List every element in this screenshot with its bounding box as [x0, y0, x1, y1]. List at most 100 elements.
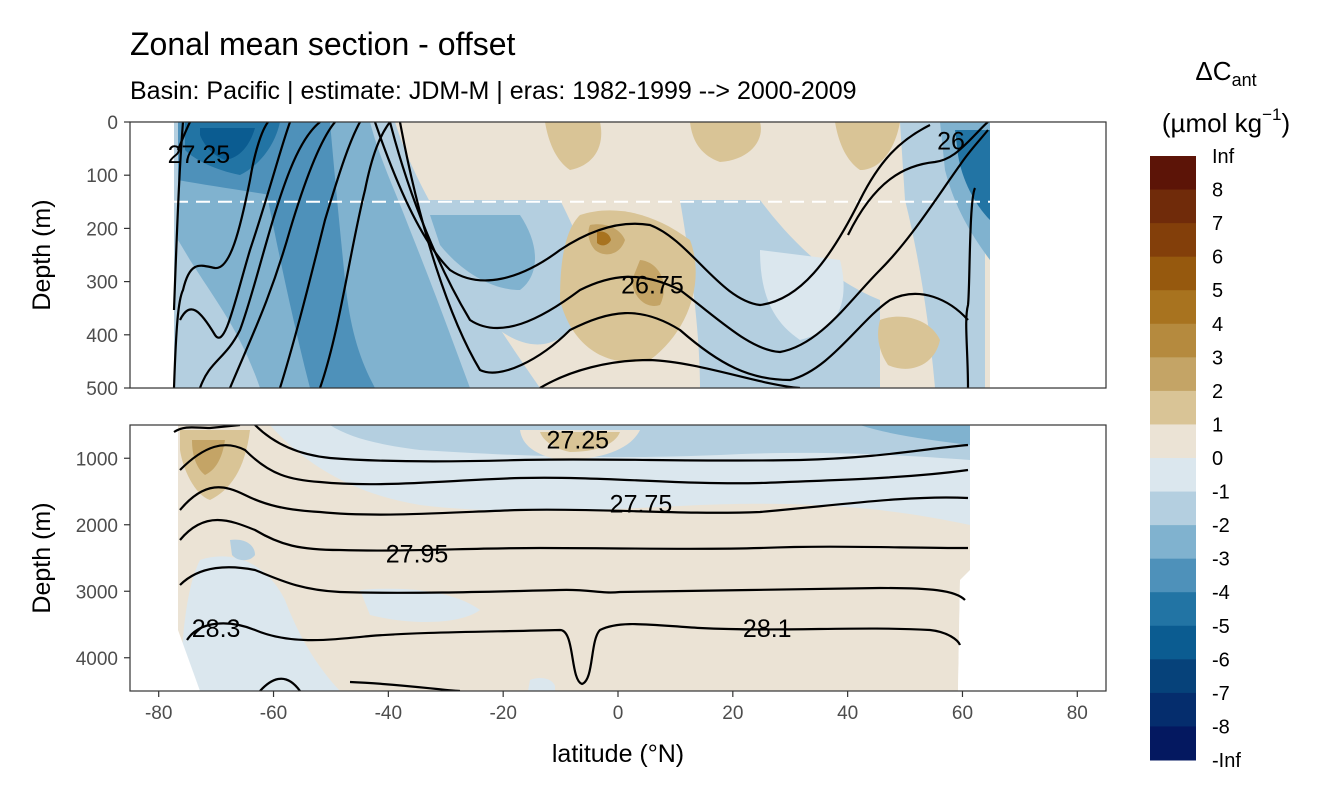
no-data — [990, 122, 1106, 388]
no-data — [958, 425, 1106, 691]
y-tick-label: 1000 — [76, 449, 118, 470]
field-region — [597, 231, 611, 246]
isopycnal-contour — [179, 122, 292, 339]
isopycnal-contour — [318, 122, 391, 388]
isopycnal-contour — [373, 122, 931, 307]
isopycnal-contour — [254, 425, 969, 463]
x-tick-label: 80 — [1067, 703, 1088, 724]
lower-contours — [173, 425, 969, 691]
y-axis-label-lower: Depth (m) — [28, 502, 56, 613]
legend-swatch — [1150, 189, 1196, 224]
legend-swatch — [1150, 726, 1196, 761]
legend-label: -3 — [1212, 549, 1230, 571]
isopycnal-contour — [172, 122, 269, 388]
legend-label: -6 — [1212, 649, 1230, 671]
field-region — [260, 122, 375, 388]
legend-swatch — [1150, 625, 1196, 660]
y-tick-label: 200 — [86, 219, 118, 240]
contour-label: 26.75 — [621, 271, 684, 299]
contour-label: 27.25 — [168, 141, 231, 169]
upper-contours — [172, 122, 989, 388]
legend-label: 5 — [1212, 280, 1223, 302]
legend-label: -8 — [1212, 716, 1230, 738]
x-tick-label: -60 — [260, 703, 287, 724]
isopycnal-contour — [259, 677, 301, 691]
legend-label-bottom: -Inf — [1212, 750, 1241, 772]
legend-unit: (µmol kg−1) — [1162, 105, 1290, 138]
isopycnal-contour — [179, 566, 966, 601]
y-tick-label: 400 — [86, 326, 118, 347]
no-data — [178, 630, 200, 691]
field-region — [200, 128, 255, 160]
field-region — [182, 556, 340, 691]
legend-swatch — [1150, 256, 1196, 291]
isopycnal-contour — [278, 122, 361, 388]
contour-label: 27.25 — [547, 427, 610, 455]
y-tick-label: 4000 — [76, 649, 118, 670]
field-region — [860, 425, 970, 445]
lower-y-axis: 1000 2000 3000 4000 — [76, 449, 130, 670]
isopycnal-contour — [198, 122, 321, 388]
legend-swatch — [1150, 558, 1196, 593]
x-tick-label: 20 — [722, 703, 743, 724]
legend-label: 4 — [1212, 314, 1223, 336]
y-tick-label: 100 — [86, 166, 118, 187]
legend-label: 2 — [1212, 381, 1223, 403]
legend-label: 7 — [1212, 213, 1223, 235]
no-data — [130, 122, 174, 388]
legend-label: 0 — [1212, 448, 1223, 470]
isopycnal-contour — [388, 122, 989, 354]
x-tick-label: -40 — [375, 703, 402, 724]
field-region — [230, 539, 255, 561]
field-region — [835, 122, 900, 170]
upper-panel: 0 100 200 300 400 500 27.25 26.75 26 — [86, 113, 1107, 400]
isopycnal-contour — [173, 425, 241, 433]
legend-swatch — [1150, 692, 1196, 727]
isopycnal-contour — [172, 122, 185, 311]
isopycnal-contour — [539, 358, 801, 388]
isopycnal-contour — [176, 122, 191, 151]
lower-panel: 1000 2000 3000 4000 27.25 27.75 27.95 28.3 28.1 — [76, 424, 1107, 692]
legend-swatch — [1150, 525, 1196, 560]
field-region — [360, 588, 480, 622]
field-region — [545, 122, 602, 170]
lower-contour-labels: 27.25 27.75 27.95 28.3 28.1 — [192, 427, 792, 643]
legend-label: Inf — [1212, 146, 1235, 168]
field-region — [430, 215, 535, 290]
chart-subtitle: Basin: Pacific | estimate: JDM-M | eras:… — [130, 77, 857, 105]
x-axis: -80 -60 -40 -20 0 20 40 60 80 — [145, 691, 1088, 724]
isopycnal-contour — [186, 622, 962, 686]
isopycnal-contour — [965, 187, 977, 388]
no-data — [130, 425, 178, 691]
chart-title: Zonal mean section - offset — [130, 26, 516, 62]
contour-label: 28.1 — [743, 615, 792, 643]
field-region — [690, 122, 761, 162]
legend-swatch — [1150, 290, 1196, 325]
x-tick-label: 60 — [952, 703, 973, 724]
isopycnal-contour — [179, 444, 969, 486]
upper-contour-labels: 27.25 26.75 26 — [168, 128, 965, 300]
legend-swatch — [1150, 458, 1196, 493]
field-region — [192, 440, 225, 475]
field-region — [540, 432, 620, 452]
y-tick-label: 500 — [86, 379, 118, 400]
legend-label: 6 — [1212, 247, 1223, 269]
field-region — [528, 678, 555, 691]
field-region — [955, 130, 990, 220]
x-tick-label: 40 — [837, 703, 858, 724]
legend-swatch — [1150, 424, 1196, 459]
upper-y-axis: 0 100 200 300 400 500 — [86, 113, 130, 400]
legend-swatch — [1150, 323, 1196, 358]
x-tick-label: -80 — [145, 703, 172, 724]
legend-colorbar: Inf 8 7 6 5 4 3 2 1 0 -1 -2 -3 -4 -5 -6 -7 -8 — [1150, 146, 1235, 761]
field-region — [632, 260, 664, 306]
legend-swatch — [1150, 357, 1196, 392]
contour-label: 28.3 — [192, 615, 241, 643]
legend-swatch — [1150, 659, 1196, 694]
y-tick-label: 3000 — [76, 582, 118, 603]
x-tick-label: 0 — [613, 703, 624, 724]
legend-label: -5 — [1212, 616, 1230, 638]
legend-swatch — [1150, 491, 1196, 526]
lower-field — [130, 425, 1106, 691]
